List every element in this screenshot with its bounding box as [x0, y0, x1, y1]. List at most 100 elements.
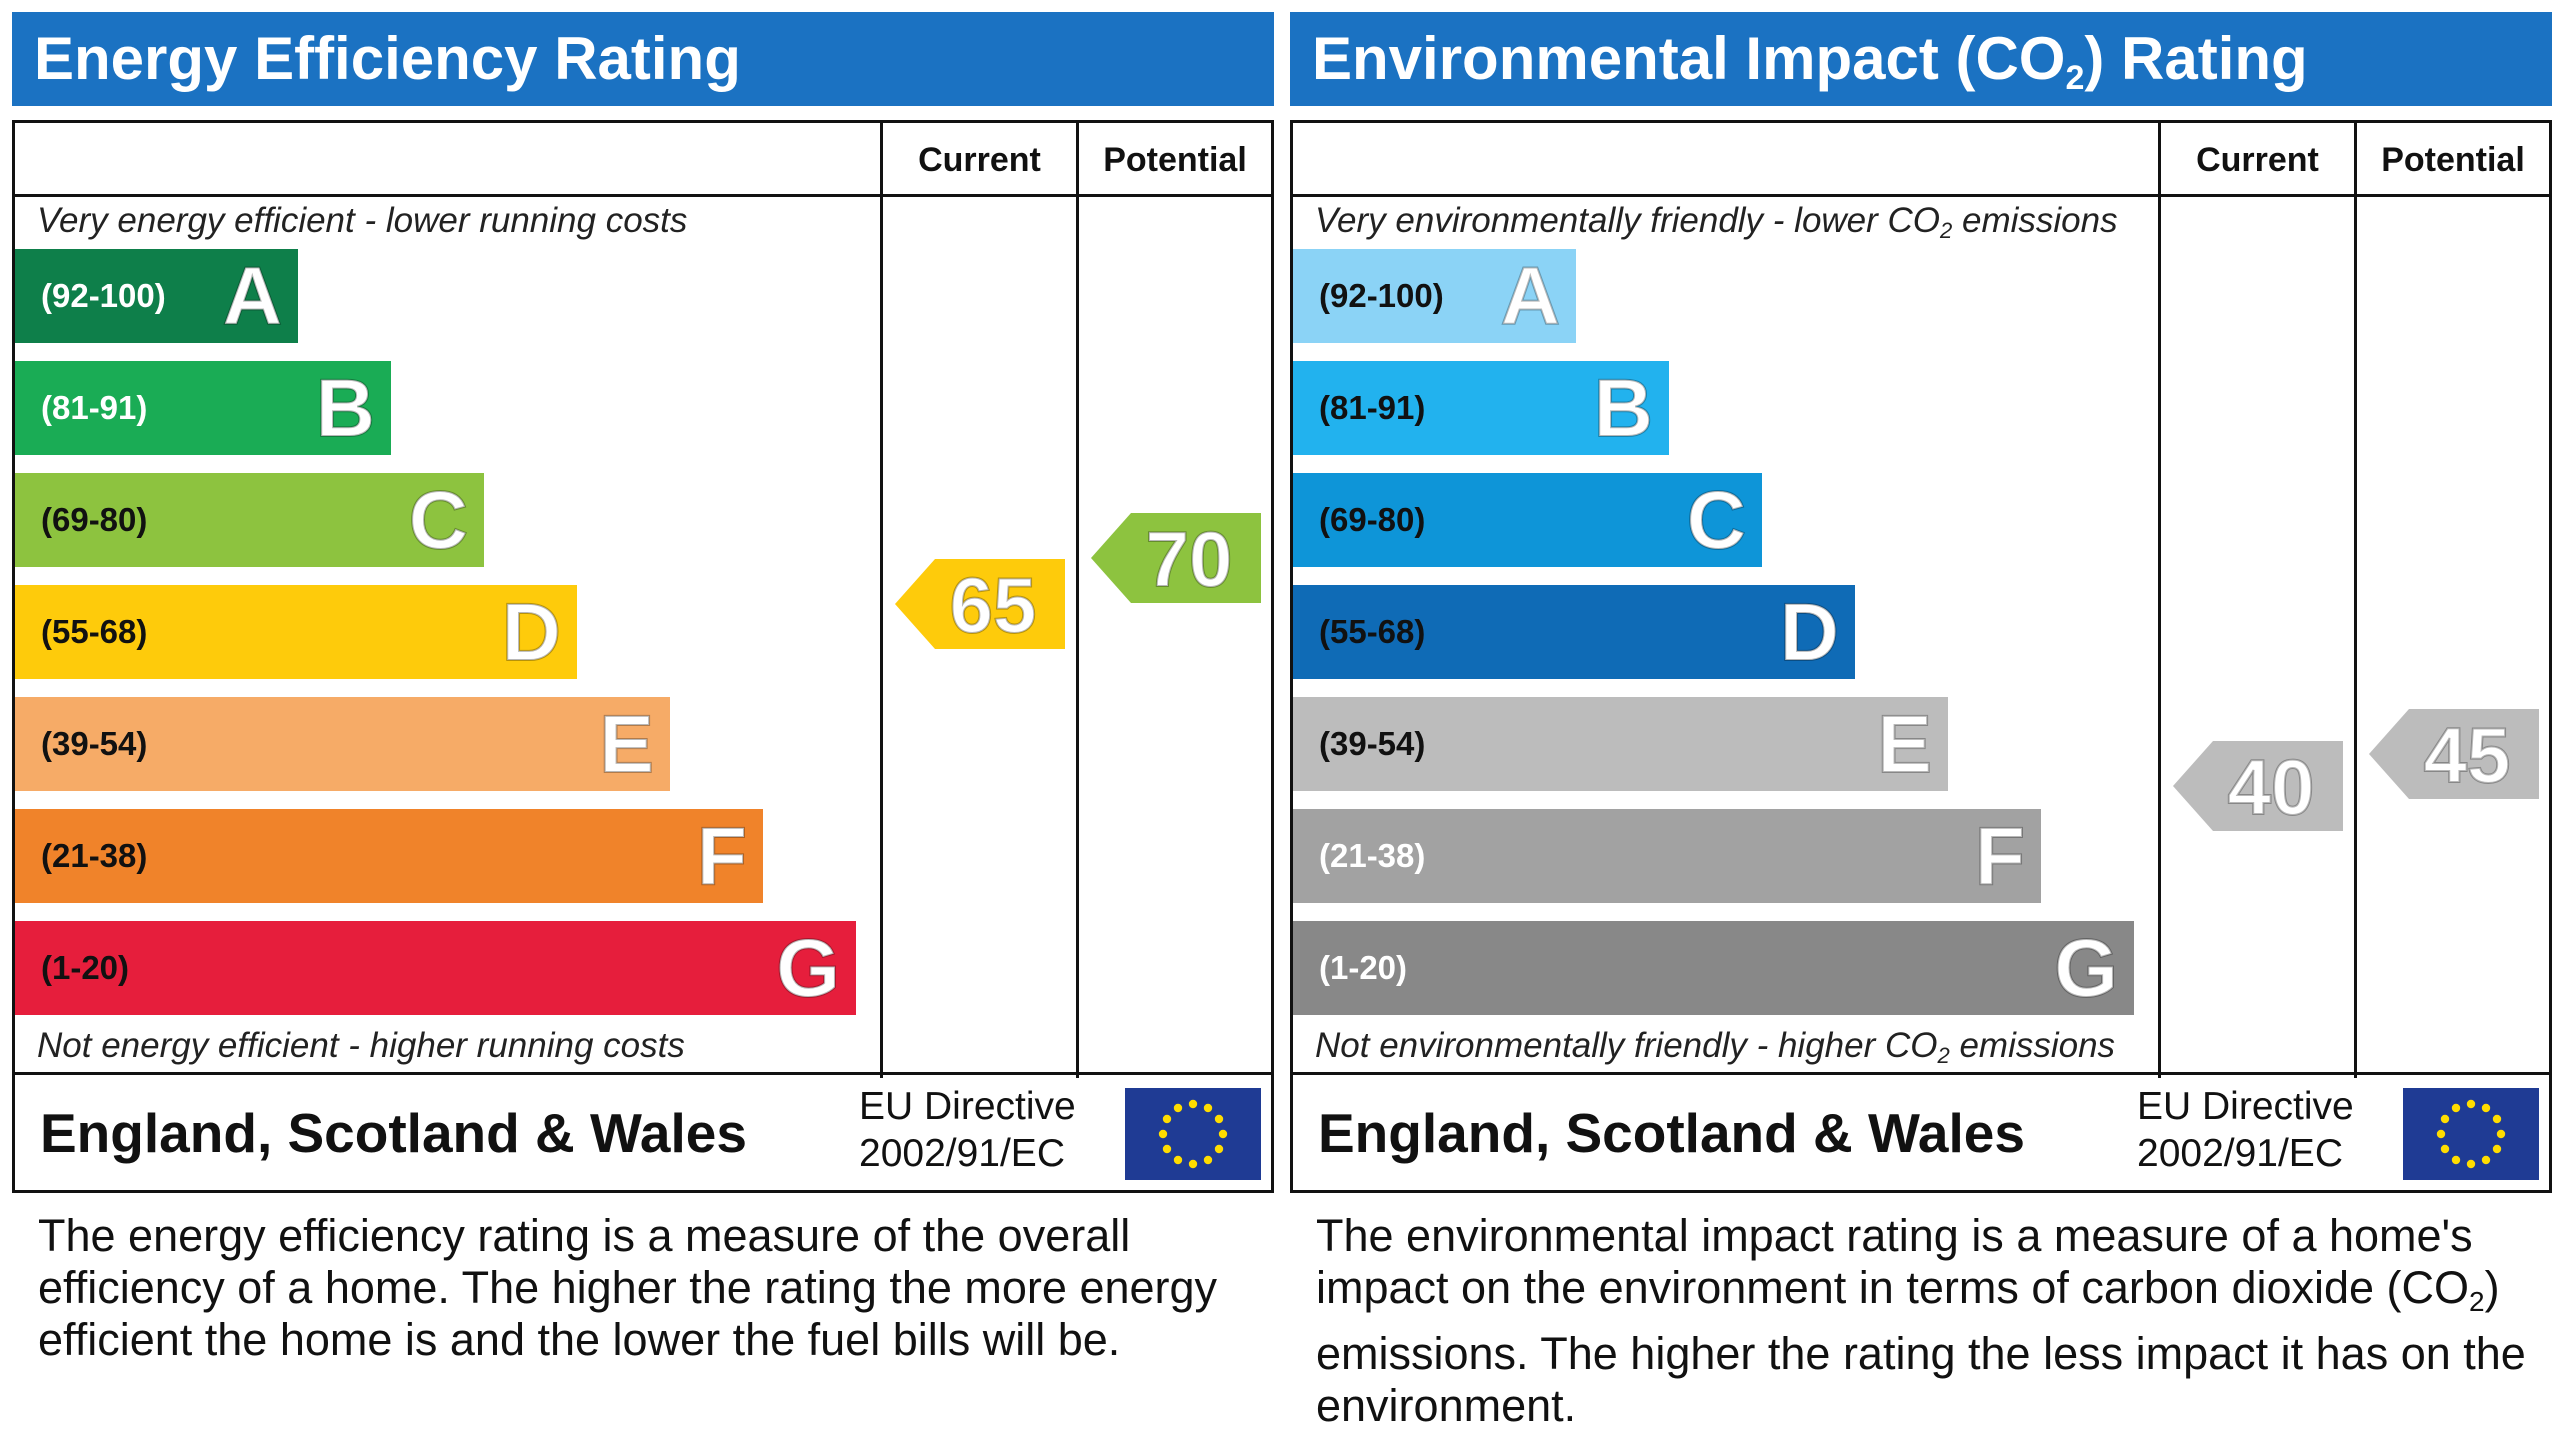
band-range-label: (92-100) [1319, 277, 1444, 314]
column-divider [2354, 123, 2357, 1078]
band-range-label: (1-20) [41, 949, 130, 986]
potential-rating-value: 45 [2424, 711, 2511, 799]
band-c: (69-80) C [1293, 473, 1762, 567]
band-range-label: (55-68) [41, 613, 148, 650]
band-g: (1-20) G [1293, 921, 2134, 1015]
eu-star [2496, 1129, 2506, 1139]
eu-star [1188, 1099, 1198, 1109]
eu-star [1203, 1155, 1213, 1165]
band-range-label: (69-80) [1319, 501, 1426, 538]
current-marker-arrow [2173, 741, 2343, 831]
band-d: (55-68) D [1293, 585, 1855, 679]
eu-star [2451, 1155, 2461, 1165]
column-header-potential: Potential [1103, 141, 1247, 179]
band-a: (92-100) A [15, 249, 298, 343]
band-letter: E [1876, 698, 1933, 791]
energy-efficiency-panel: Energy Efficiency Rating Current Potenti… [12, 0, 1274, 1423]
band-range-label: (55-68) [1319, 613, 1426, 650]
potential-marker-arrow [1091, 513, 1261, 603]
band-g: (1-20) G [15, 921, 856, 1015]
panel-title: Energy Efficiency Rating [12, 12, 1274, 106]
eu-star [2440, 1114, 2450, 1124]
current-rating-marker: 40 [2173, 741, 2343, 831]
directive-line: EU Directive [2137, 1085, 2354, 1128]
band-letter: A [1500, 250, 1561, 343]
eu-star [1162, 1144, 1172, 1154]
region-label: England, Scotland & Wales [40, 1102, 747, 1164]
eu-star [2481, 1155, 2491, 1165]
band-letter: G [2053, 922, 2119, 1015]
potential-rating-marker: 70 [1091, 513, 1261, 603]
band-a: (92-100) A [1293, 249, 1576, 343]
eu-star [1158, 1129, 1168, 1139]
column-header-potential: Potential [2381, 141, 2525, 179]
band-b: (81-91) B [1293, 361, 1669, 455]
eu-star [2492, 1114, 2502, 1124]
column-divider [880, 123, 883, 1078]
rating-table: Current Potential Very environmentally f… [1290, 120, 2552, 1078]
eu-directive: EU Directive 2002/91/EC [859, 1083, 1076, 1177]
potential-rating-marker: 45 [2369, 709, 2539, 799]
directive-line: EU Directive [859, 1085, 1076, 1128]
column-divider [2158, 123, 2161, 1078]
band-letter: F [696, 810, 748, 903]
eu-directive: EU Directive 2002/91/EC [2137, 1083, 2354, 1177]
band-letter: D [1779, 586, 1840, 679]
band-range-label: (81-91) [41, 389, 148, 426]
eu-star [1214, 1144, 1224, 1154]
band-letter: B [1593, 362, 1654, 455]
band-d: (55-68) D [15, 585, 577, 679]
bottom-note: Not environmentally friendly - higher CO… [1315, 1026, 2116, 1068]
eu-star [1188, 1159, 1198, 1169]
footer-box [1290, 1075, 2552, 1193]
eu-star [2436, 1129, 2446, 1139]
band-letter: A [222, 250, 283, 343]
band-c: (69-80) C [15, 473, 484, 567]
rating-table: Current Potential Very energy efficient … [12, 120, 1274, 1078]
eu-star [1218, 1129, 1228, 1139]
potential-marker-arrow [2369, 709, 2539, 799]
description-text: The environmental impact rating is a mea… [1316, 1210, 2526, 1431]
column-divider [1076, 123, 1079, 1078]
band-range-label: (39-54) [41, 725, 148, 762]
band-range-label: (69-80) [41, 501, 148, 538]
header-divider [1293, 194, 2549, 197]
panel-title: Environmental Impact (CO2) Rating [1290, 12, 2552, 106]
eu-star [2466, 1159, 2476, 1169]
band-range-label: (81-91) [1319, 389, 1426, 426]
band-range-label: (39-54) [1319, 725, 1426, 762]
band-letter: E [598, 698, 655, 791]
eu-star [2492, 1144, 2502, 1154]
column-header-current: Current [2196, 141, 2319, 179]
band-letter: G [775, 922, 841, 1015]
band-b: (81-91) B [15, 361, 391, 455]
potential-rating-value: 70 [1146, 515, 1233, 603]
band-range-label: (21-38) [1319, 837, 1426, 874]
band-letter: F [1974, 810, 2026, 903]
band-range-label: (21-38) [41, 837, 148, 874]
current-marker-arrow [895, 559, 1065, 649]
eu-star [1214, 1114, 1224, 1124]
top-note: Very energy efficient - lower running co… [37, 201, 688, 240]
current-rating-value: 65 [950, 561, 1037, 649]
band-letter: C [408, 474, 469, 567]
eu-star [1162, 1114, 1172, 1124]
eu-star [2451, 1103, 2461, 1113]
eu-star [1173, 1103, 1183, 1113]
band-f: (21-38) F [1293, 809, 2041, 903]
eu-star [2466, 1099, 2476, 1109]
band-e: (39-54) E [1293, 697, 1948, 791]
band-letter: B [315, 362, 376, 455]
bottom-note: Not energy efficient - higher running co… [37, 1026, 685, 1065]
top-note: Very environmentally friendly - lower CO… [1315, 201, 2118, 243]
directive-line: 2002/91/EC [859, 1132, 1065, 1175]
eu-flag-icon [1125, 1088, 1261, 1180]
description-text: The energy efficiency rating is a measur… [38, 1210, 1218, 1365]
description: The environmental impact rating is a mea… [1316, 1210, 2546, 1432]
eu-star [2481, 1103, 2491, 1113]
eu-star [2440, 1144, 2450, 1154]
band-range-label: (92-100) [41, 277, 166, 314]
header-divider [15, 194, 1271, 197]
description: The energy efficiency rating is a measur… [38, 1210, 1268, 1366]
eu-flag-icon [2403, 1088, 2539, 1180]
